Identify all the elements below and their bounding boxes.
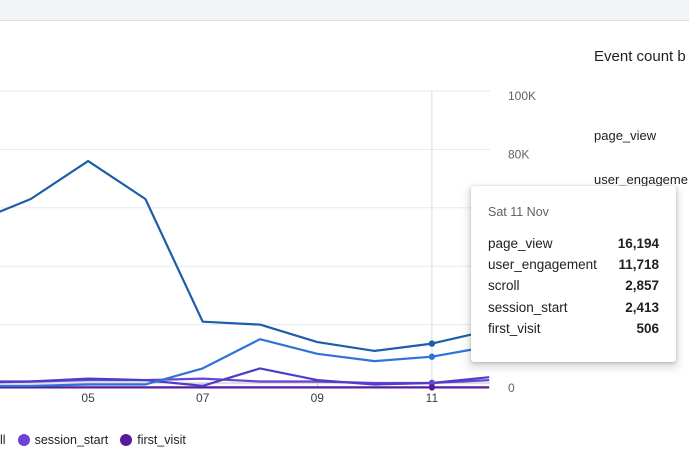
series-line-scroll <box>0 367 490 387</box>
tooltip-series-name: scroll <box>488 278 520 294</box>
side-label-page-view: page_view <box>594 128 657 143</box>
x-tick-label: 05 <box>81 391 95 405</box>
hover-point-first-visit <box>428 384 436 391</box>
legend-dot-icon <box>17 434 30 446</box>
tooltip-series-value: 2,857 <box>625 278 659 294</box>
x-tick-label: 07 <box>196 391 210 405</box>
x-tick-label: 11 <box>426 391 439 405</box>
legend-label: ll <box>0 433 6 447</box>
tooltip-series-name: page_view <box>488 236 553 252</box>
tooltip-row: session_start 2,413 <box>488 297 659 318</box>
legend-label: session_start <box>34 433 109 447</box>
hover-point-page-view <box>428 340 436 347</box>
chart-tooltip: Sat 11 Nov page_view 16,194 user_engagem… <box>471 186 676 362</box>
tooltip-series-value: 11,718 <box>618 257 659 273</box>
hover-point-session-start <box>428 379 436 387</box>
legend-item-session-start[interactable]: session_start <box>17 433 109 447</box>
hover-point-user-engagement <box>428 353 436 360</box>
series-line-page-view <box>0 160 490 352</box>
side-label-user-engagement: user_engageme <box>594 172 688 187</box>
y-tick-label: 100K <box>508 89 536 103</box>
tooltip-date: Sat 11 Nov <box>488 205 549 219</box>
chart-legend: ll session_start first_visit <box>0 430 198 450</box>
tooltip-series-value: 16,194 <box>617 236 659 252</box>
tooltip-row: page_view 16,194 <box>488 233 659 254</box>
event-count-title: Event count b <box>594 48 686 65</box>
top-bar <box>0 0 689 21</box>
legend-label: first_visit <box>137 433 186 447</box>
legend-item-first-visit[interactable]: first_visit <box>120 433 186 447</box>
legend-item-scroll[interactable]: ll <box>0 433 6 447</box>
tooltip-series-name: user_engagement <box>488 257 597 273</box>
x-tick-label: 09 <box>311 391 325 405</box>
tooltip-row: first_visit 506 <box>488 318 659 339</box>
series-line-user-engagement <box>0 338 490 387</box>
tooltip-row: scroll 2,857 <box>488 275 659 296</box>
y-tick-label: 0 <box>508 381 515 395</box>
tooltip-series-value: 2,413 <box>625 299 659 315</box>
y-tick-label: 80K <box>508 147 529 161</box>
tooltip-series-name: first_visit <box>488 320 541 336</box>
tooltip-series-value: 506 <box>636 320 659 336</box>
tooltip-row: user_engagement 11,718 <box>488 254 659 275</box>
legend-dot-icon <box>120 434 133 446</box>
tooltip-series-name: session_start <box>488 299 568 315</box>
